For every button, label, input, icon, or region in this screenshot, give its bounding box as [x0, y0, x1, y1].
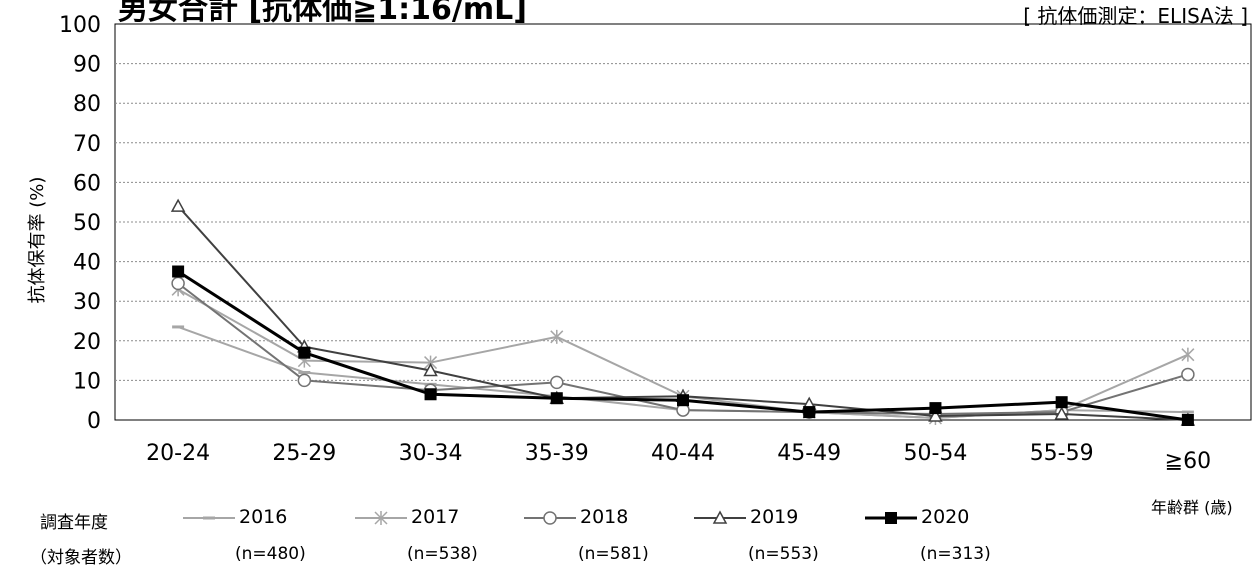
- data-point: [885, 512, 897, 524]
- data-point: [677, 394, 689, 407]
- data-point: [543, 511, 557, 525]
- legend-label: 2018: [580, 506, 629, 528]
- legend-count-2019: (n=553): [748, 544, 819, 564]
- x-axis-label: 年齢群 (歳): [1151, 498, 1233, 517]
- legend-subtitle: （対象者数）: [30, 548, 132, 568]
- data-point: [171, 276, 185, 291]
- legend-symbols: [183, 510, 917, 525]
- data-point: [928, 408, 943, 422]
- x-tick-label: 20-24: [146, 441, 210, 466]
- legend-symbol-2017: [355, 511, 407, 525]
- data-point: [424, 388, 437, 401]
- legend-symbol-2020: [865, 512, 917, 524]
- legend-symbol-2018: [524, 511, 576, 525]
- data-point: [1181, 414, 1194, 426]
- y-axis-label: 抗体保有率 (%): [27, 176, 48, 304]
- y-axis-ticks: 0 10 20 30 40 50 60 70 80 90 100: [59, 13, 101, 434]
- data-point: [550, 392, 563, 405]
- x-tick-label: ≧60: [1165, 449, 1211, 474]
- y-tick-label: 20: [73, 330, 101, 355]
- series-2020: [172, 265, 1194, 426]
- data-point: [298, 346, 311, 359]
- data-point: [297, 373, 312, 388]
- data-point: [1181, 367, 1195, 382]
- legend-title: 調査年度: [40, 513, 108, 533]
- y-tick-label: 60: [73, 171, 101, 196]
- data-point: [170, 198, 186, 212]
- data-point: [712, 510, 728, 524]
- legend-count-2020: (n=313): [920, 544, 991, 564]
- legend-count-2017: (n=538): [407, 544, 478, 564]
- x-tick-label: 40-44: [651, 441, 715, 466]
- data-point: [550, 375, 564, 390]
- y-tick-label: 0: [87, 409, 101, 434]
- data-point: [550, 329, 564, 344]
- x-tick-label: 30-34: [399, 441, 463, 466]
- x-tick-label: 50-54: [903, 441, 967, 466]
- grid-lines: [114, 23, 1252, 421]
- data-point: [1055, 396, 1068, 409]
- data-point: [929, 402, 942, 415]
- legend-label: 2016: [239, 506, 288, 528]
- x-tick-label: 55-59: [1030, 441, 1094, 466]
- y-tick-label: 70: [73, 132, 101, 157]
- data-point: [1054, 406, 1069, 420]
- y-tick-label: 10: [73, 369, 101, 394]
- y-tick-label: 50: [73, 211, 101, 236]
- data-point: [1181, 347, 1195, 362]
- legend-label: 2020: [921, 506, 970, 528]
- series-line: [177, 205, 1188, 421]
- legend-label: 2017: [411, 506, 460, 528]
- data-point: [423, 362, 438, 377]
- method-note: [ 抗体価測定：ELISA法 ]: [1023, 4, 1248, 28]
- y-tick-label: 100: [59, 13, 101, 38]
- y-tick-label: 90: [73, 53, 101, 78]
- data-point: [172, 265, 185, 278]
- data-point: [803, 406, 816, 419]
- x-tick-label: 35-39: [525, 441, 589, 466]
- legend-count-2016: (n=480): [235, 544, 306, 564]
- legend-symbol-2019: [694, 510, 746, 524]
- x-axis-ticks: 20-24 25-29 30-34 35-39 40-44 45-49 50-54 55-59…: [146, 441, 1211, 474]
- x-tick-label: 45-49: [777, 441, 841, 466]
- legend-count-2018: (n=581): [578, 544, 649, 564]
- y-tick-label: 80: [73, 92, 101, 117]
- data-series: [170, 198, 1196, 426]
- y-tick-label: 30: [73, 290, 101, 315]
- series-2019: [170, 198, 1196, 426]
- y-tick-label: 40: [73, 251, 101, 276]
- data-point: [374, 511, 388, 525]
- chart-title: 男女合計 [抗体価≧1:16/mL]: [118, 0, 527, 27]
- legend-label: 2019: [750, 506, 799, 528]
- x-tick-label: 25-29: [272, 441, 336, 466]
